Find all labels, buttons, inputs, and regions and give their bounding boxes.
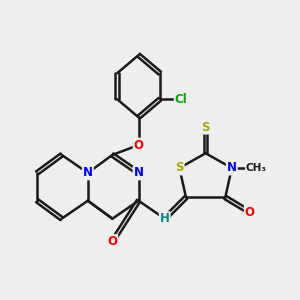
Text: N: N [227,161,237,175]
Text: N: N [134,167,143,179]
Text: O: O [134,139,143,152]
Text: O: O [245,206,255,219]
Text: S: S [201,121,210,134]
Text: CH₃: CH₃ [246,163,267,173]
Text: O: O [107,235,117,248]
Text: H: H [160,212,170,225]
Text: S: S [175,161,184,175]
Text: N: N [83,167,93,179]
Text: Cl: Cl [175,93,188,106]
